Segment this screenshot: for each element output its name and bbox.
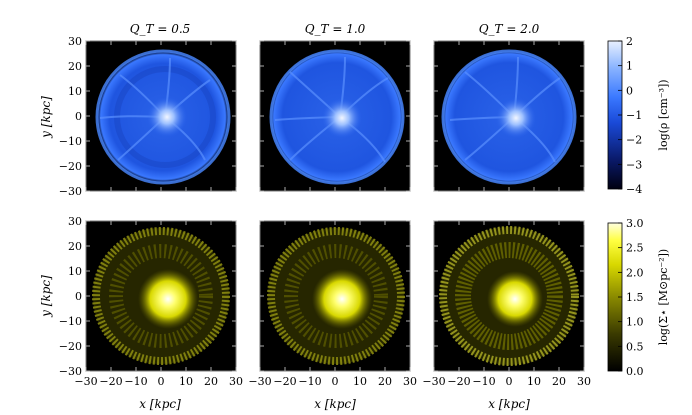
xtick-label: 0 [506, 375, 513, 388]
ytick-label: 30 [68, 35, 82, 48]
xtick-label: −20 [273, 375, 296, 388]
colorbar-tick-label: 1 [626, 60, 633, 73]
xtick-labels: −30 −20 −10 0 10 20 30 −30 −20 −10 0 10 20 30 −30 −20 −1… [74, 375, 591, 388]
ytick-label: 30 [68, 215, 82, 228]
ytick-label: −30 [59, 185, 82, 198]
ytick-label: −30 [59, 365, 82, 378]
xtick-label: −10 [472, 375, 495, 388]
xtick-label: −20 [99, 375, 122, 388]
xlabel-1: x [kpc] [139, 397, 181, 411]
colorbar-stars: 3.0 2.5 2.0 1.5 1.0 0.5 0.0 log(Σ⋆ [M⊙pc⁻²]) [607, 217, 670, 378]
xtick-label: 10 [353, 375, 367, 388]
top-ytick-labels: 30 20 10 0 −10 −20 −30 [59, 35, 82, 198]
ytick-label: −20 [59, 160, 82, 173]
ytick-label: −20 [59, 340, 82, 353]
colorbar-tick-label: −3 [626, 158, 642, 171]
star-panel-1 [86, 221, 236, 371]
colorbar-gas-label: log(ρ [cm⁻³]) [657, 79, 670, 150]
star-panel-3 [434, 221, 584, 371]
colorbar-tick-label: 3.0 [626, 217, 644, 230]
ytick-label: 20 [68, 60, 82, 73]
xtick-label: −10 [298, 375, 321, 388]
gas-panel-3 [434, 41, 584, 191]
bottom-ytick-labels: 30 20 10 0 −10 −20 −30 [59, 215, 82, 378]
colorbar-tick-label: 2 [626, 35, 633, 48]
xtick-label: 30 [403, 375, 417, 388]
colorbar-tick-label: −2 [626, 134, 642, 147]
xtick-label: 30 [577, 375, 591, 388]
colorbar-tick-label: 0 [626, 84, 633, 97]
colorbar-tick-label: 1.5 [626, 291, 644, 304]
xtick-label: 20 [378, 375, 392, 388]
colorbar-tick-label: −4 [626, 183, 642, 196]
column-title-1: Q_T = 0.5 [130, 22, 191, 36]
colorbar-gas: 2 1 0 −1 −2 −3 −4 log(ρ [cm⁻³]) [607, 35, 670, 196]
xtick-label: 20 [552, 375, 566, 388]
bottom-ylabel: y [kpc] [39, 275, 53, 318]
xlabel-3: x [kpc] [488, 397, 530, 411]
axes-frames [85, 40, 585, 372]
xtick-label: 30 [229, 375, 243, 388]
xtick-label: 10 [527, 375, 541, 388]
xtick-label: −20 [447, 375, 470, 388]
colorbar-stars-label: log(Σ⋆ [M⊙pc⁻²]) [657, 249, 670, 345]
colorbar-tick-label: 2.5 [626, 242, 644, 255]
colorbar-tick-label: 2.0 [626, 266, 644, 279]
top-ylabel: y [kpc] [39, 96, 53, 139]
xtick-label: −30 [422, 375, 445, 388]
ytick-label: −10 [59, 135, 82, 148]
xtick-label: 0 [158, 375, 165, 388]
xtick-label: −10 [124, 375, 147, 388]
star-panel-2 [260, 221, 410, 371]
xtick-label: −30 [74, 375, 97, 388]
xtick-label: 10 [179, 375, 193, 388]
xtick-label: 20 [204, 375, 218, 388]
column-title-3: Q_T = 2.0 [479, 22, 540, 36]
colorbar-tick-label: 0.5 [626, 340, 644, 353]
xlabel-2: x [kpc] [314, 397, 356, 411]
column-title-2: Q_T = 1.0 [305, 22, 366, 36]
colorbar-tick-label: 0.0 [626, 365, 644, 378]
xtick-label: −30 [248, 375, 271, 388]
colorbar-tick-label: 1.0 [626, 316, 644, 329]
colorbar-tick-label: −1 [626, 109, 642, 122]
ytick-label: 0 [75, 110, 82, 123]
ytick-label: −10 [59, 315, 82, 328]
ytick-label: 0 [75, 290, 82, 303]
gas-panel-1 [86, 41, 236, 191]
gas-panel-2 [260, 41, 410, 191]
ytick-label: 10 [68, 265, 82, 278]
xtick-label: 0 [332, 375, 339, 388]
ytick-label: 20 [68, 240, 82, 253]
ytick-label: 10 [68, 85, 82, 98]
